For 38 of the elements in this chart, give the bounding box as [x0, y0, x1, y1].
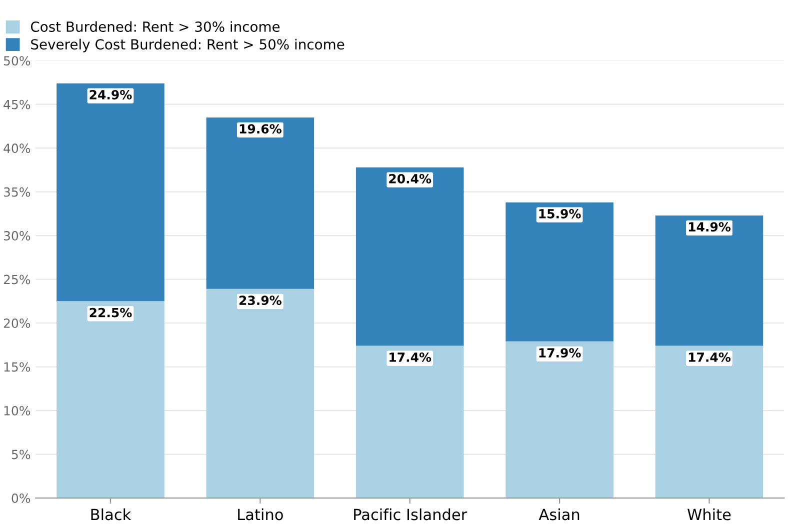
bar — [356, 167, 464, 346]
bar — [206, 288, 314, 498]
y-tick-label: 10% — [4, 406, 30, 416]
y-tick-label: 45% — [4, 100, 30, 110]
y-tick-label: 30% — [4, 231, 30, 240]
y-tick-label: 15% — [4, 362, 30, 372]
bar — [56, 83, 164, 302]
data-label: 23.9% — [239, 296, 282, 306]
y-tick-label: 40% — [4, 144, 30, 154]
bar — [356, 346, 464, 498]
bar — [506, 341, 614, 498]
data-label: 20.4% — [389, 174, 432, 184]
data-label: 17.9% — [539, 348, 581, 358]
data-label: 14.9% — [688, 222, 731, 232]
x-tick-label: White — [688, 508, 731, 520]
data-label: 22.5% — [90, 308, 132, 318]
bar — [206, 117, 314, 289]
y-tick-label: 25% — [4, 274, 30, 284]
bar — [506, 202, 614, 342]
data-label: 15.9% — [539, 209, 581, 218]
x-tick-label: Black — [91, 508, 132, 520]
data-label: 17.4% — [688, 352, 731, 362]
data-label: 24.9% — [90, 90, 132, 100]
x-tick-label: Latino — [238, 508, 283, 520]
bar — [655, 215, 764, 346]
data-label: 17.4% — [390, 352, 432, 362]
y-tick-label: 5% — [12, 450, 30, 460]
y-tick-label: 20% — [4, 318, 30, 328]
legend-label: Cost Burdened: Rent > 30% income — [30, 21, 280, 32]
y-tick-label: 50% — [4, 56, 30, 66]
bar — [56, 301, 164, 498]
y-tick-label: 35% — [4, 187, 30, 197]
bar — [655, 346, 764, 498]
x-tick-label: Pacific Islander — [354, 508, 468, 520]
data-label: 19.6% — [240, 124, 282, 134]
legend-label: Severely Cost Burdened: Rent > 50% income — [31, 38, 344, 52]
y-tick-label: 0% — [12, 493, 30, 503]
x-tick-label: Asian — [538, 508, 580, 520]
